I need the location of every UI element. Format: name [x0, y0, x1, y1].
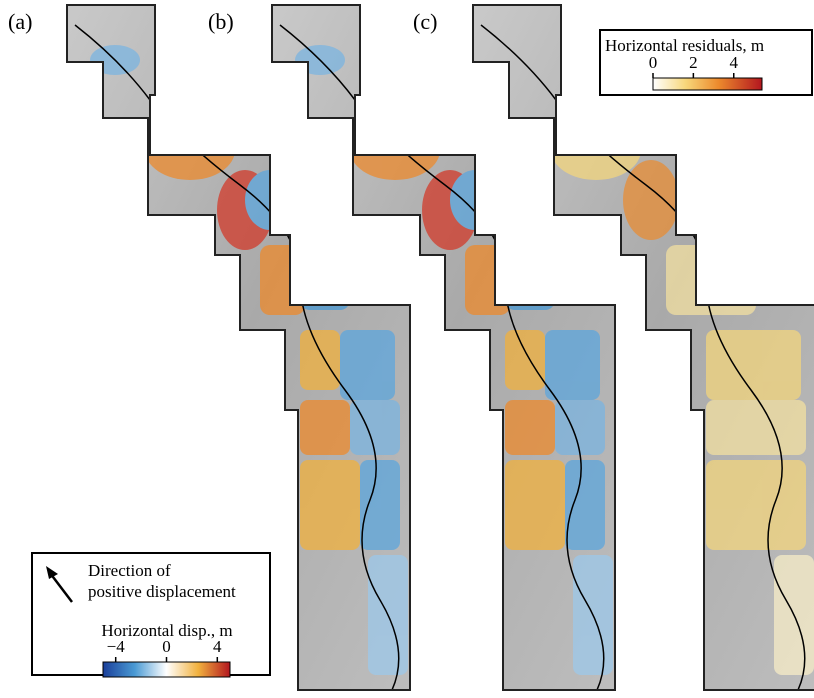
colorbar-tick-label: −4: [107, 637, 126, 656]
colorbar-tick-label: 0: [649, 53, 658, 72]
panel-label: (c): [413, 9, 437, 34]
colorbar-tick-label: 0: [162, 637, 171, 656]
colorbar-tick-label: 2: [689, 53, 698, 72]
panel-label: (a): [8, 9, 32, 34]
panel-label: (b): [208, 9, 234, 34]
colorbar: [652, 77, 763, 91]
legend-text: Direction of: [88, 561, 171, 580]
colorbar: [102, 661, 231, 678]
legend-text: positive displacement: [88, 582, 236, 601]
direction-arrow: [49, 572, 73, 603]
arrow-head: [46, 566, 58, 579]
legend-title: Horizontal residuals, m: [605, 36, 764, 55]
colorbar-tick-label: 4: [729, 53, 738, 72]
legend-title: Horizontal disp., m: [101, 621, 232, 640]
legend-box: [31, 552, 271, 676]
colorbar-tick-label: 4: [213, 637, 222, 656]
